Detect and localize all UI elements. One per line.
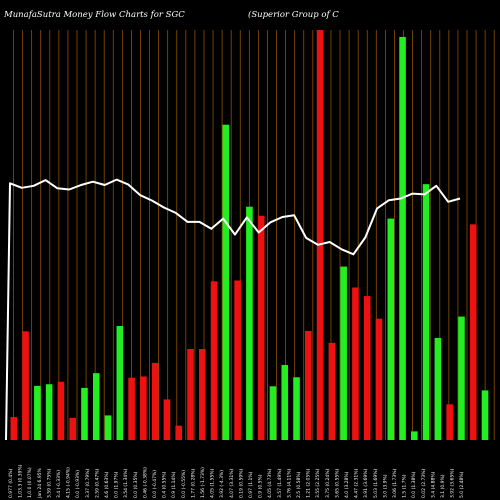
gridlines [13, 30, 495, 440]
bar [104, 415, 112, 440]
x-tick-label: 4.05 (1.55%) [210, 468, 216, 498]
bar [151, 362, 159, 440]
bar [411, 431, 418, 440]
bar [198, 348, 206, 440]
x-tick-label: 3.37 (0.79%) [85, 468, 91, 498]
bar [434, 337, 442, 440]
x-tick-label: 0.46 (-0.38%) [142, 467, 148, 498]
bar [175, 425, 183, 440]
x-tick-label: 1.56 (-1.73%) [200, 467, 206, 498]
bar [234, 280, 241, 440]
x-tick-label: 0.9 (0.5%) [258, 474, 264, 498]
bar [163, 399, 171, 440]
bar [399, 36, 406, 440]
x-tick-label: 3.76 (4.11%) [286, 468, 292, 498]
x-tick-label: 4.15 (-0.94%) [66, 467, 72, 498]
bar [22, 331, 29, 440]
bar [446, 404, 453, 440]
x-tick-label: 3.75 (0.24%) [325, 468, 331, 498]
x-tick-label: 0.0 (0.35%) [133, 471, 139, 498]
x-tick-label: 0.9 (1.14%) [171, 471, 177, 498]
x-tick-label: 2.59 (0.47%) [94, 468, 100, 498]
x-tick-labels: 0.977 (0.4%) 1,03.3 (0.39%) 1,0.0 (0.07%) J… [8, 464, 465, 499]
bar [469, 224, 477, 440]
bar [293, 377, 300, 440]
bar [34, 385, 41, 440]
x-tick-label: 3.4 (4.88%) [430, 471, 436, 498]
x-tick-label: 4.07 (3.31%) [229, 468, 235, 498]
x-tick-label: 0.977 (0.4%) [8, 468, 14, 498]
x-tick-label: 3.0 (3.9%) [382, 474, 388, 498]
bar [257, 215, 265, 440]
x-tick-label: 3.4 (-0.33%) [56, 470, 62, 498]
x-tick-label: 1,03.3 (0.39%) [18, 464, 24, 498]
x-tick-label: 3.54 (1.34%) [123, 468, 129, 498]
bar [57, 381, 65, 440]
x-tick-label: 0.0 (-0.93%) [75, 470, 81, 498]
x-tick-label: 4.0 (3.28%) [344, 471, 350, 498]
x-tick-label: 3.1 (0.9%) [440, 474, 446, 498]
x-tick-label: 5.03 (1.69%) [373, 468, 379, 498]
x-tick-label: 3.06 (1.73%) [392, 468, 398, 498]
x-tick-label: 0.0 (-0.55%) [181, 470, 187, 498]
x-tick-label: 2.5 (0.58%) [296, 471, 302, 498]
bar [128, 377, 135, 440]
bar [210, 281, 218, 440]
price-line [5, 178, 461, 441]
x-tick-label: 5.0 (2.48%) [459, 471, 465, 498]
bar [458, 316, 465, 440]
x-tick-label: 3.65 (0.55%) [334, 468, 340, 498]
x-tick-label: 0.19 (0.59%) [238, 468, 244, 498]
x-tick-label: 0.0 (1.97%) [114, 471, 120, 498]
bar [92, 373, 100, 440]
bar [45, 384, 53, 440]
x-tick-label: 1,0.0 (0.07%) [27, 467, 33, 498]
x-tick-label: 1.5 (1.7%) [402, 474, 408, 498]
chart-subtitle: (Superior Group of C [248, 10, 339, 20]
x-tick-label: 0.02 (2.73%) [421, 468, 427, 498]
x-tick-label: 3.92 (3.65%) [450, 468, 456, 498]
bar [222, 124, 230, 441]
bar [363, 296, 371, 440]
x-tick-label: 0.0 (-0.47%) [152, 470, 158, 498]
x-tick-label: 3.59 (0.75%) [46, 468, 52, 498]
bar [10, 417, 18, 440]
x-tick-label: 3.57 (1.49%) [277, 468, 283, 498]
bar [352, 287, 359, 440]
bar [387, 218, 395, 440]
bar [316, 30, 324, 440]
bar [140, 376, 147, 440]
x-tick-label: 3.55 (2.25%) [315, 468, 321, 498]
chart-title: MunafaSutra Money Flow Charts for SGC [4, 10, 185, 20]
bar [81, 387, 88, 440]
bar [305, 330, 312, 440]
bar [375, 318, 383, 440]
bars [10, 30, 489, 441]
bar [281, 364, 289, 440]
bar [340, 266, 347, 440]
bar [69, 417, 76, 440]
x-tick-label: 3.92 (-4.3%) [219, 470, 225, 498]
x-tick-label: 4.05 (4.73%) [267, 468, 273, 498]
bar [246, 206, 253, 440]
bar [269, 386, 277, 440]
bar [422, 184, 430, 440]
x-tick-label: 4.47 (2.31%) [354, 468, 360, 498]
x-tick-label: 4.6 (0.63%) [104, 471, 110, 498]
x-tick-label: 0.4 (0.55%) [162, 471, 168, 498]
bar [187, 348, 194, 440]
x-tick-label: Jan 24 6.95% [37, 467, 43, 499]
bar [481, 390, 489, 440]
bar [116, 326, 124, 440]
x-tick-label: 0.0 (1.38%) [411, 471, 417, 498]
x-tick-label: 0.97 (1.1%) [248, 471, 254, 498]
bar [328, 342, 336, 440]
x-tick-label: 3.91 (3.69%) [363, 468, 369, 498]
price-line-path [5, 178, 461, 441]
x-tick-label: 1.21 (2.05%) [306, 468, 312, 498]
x-tick-label: 1.77 (0.28%) [190, 468, 196, 498]
